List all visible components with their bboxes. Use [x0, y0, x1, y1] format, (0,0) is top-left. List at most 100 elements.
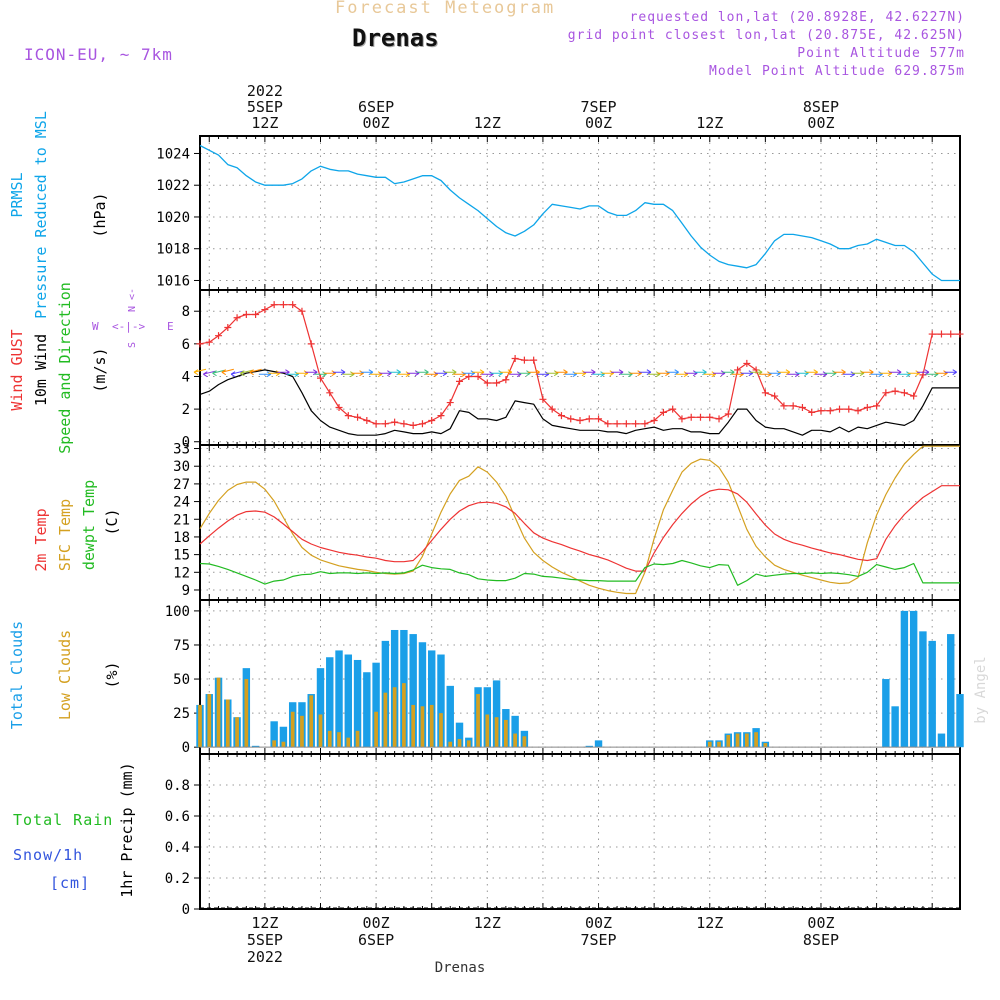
compass-n: N <- — [127, 288, 138, 312]
wind-direction-arrow — [694, 369, 707, 376]
gust-line — [199, 304, 960, 426]
low-cloud-bar — [485, 714, 490, 748]
gust-marker — [854, 407, 862, 415]
gust-marker — [363, 417, 371, 425]
y-tick-label: 0.6 — [165, 809, 190, 825]
wind-direction-arrow — [499, 369, 513, 376]
y-tick-label: 9 — [182, 583, 190, 599]
gust-marker — [650, 417, 658, 425]
y-tick-label: 6 — [182, 337, 190, 353]
panel-pressure: 1016 1018 1020 1022 1024 — [156, 135, 961, 291]
total-cloud-bar — [363, 672, 371, 748]
wind-direction-arrow — [230, 370, 244, 378]
snow-label: Snow/1h — [13, 846, 83, 864]
y-tick-label: 25 — [173, 706, 190, 722]
gust-marker — [882, 389, 890, 397]
y-tick-label: 27 — [173, 477, 190, 493]
low-cloud-bar — [448, 741, 453, 748]
gust-marker — [298, 307, 306, 315]
total-cloud-bar — [455, 722, 464, 748]
gust-marker — [242, 310, 250, 318]
low-cloud-bar — [198, 704, 202, 748]
wind10-label: 10m Wind — [32, 334, 50, 406]
time-label-bottom: 12Z — [251, 914, 278, 932]
y-tick-label: 50 — [173, 672, 190, 688]
low-cloud-bar — [346, 737, 351, 748]
sfc-temp-label: SFC Temp — [56, 499, 74, 571]
footer-station: Drenas — [435, 960, 486, 976]
requested-coords: requested lon,lat (20.8928E, 42.6227N) — [629, 10, 965, 25]
total-cloud-bar — [344, 654, 352, 748]
y-tick-label: 1020 — [156, 210, 190, 226]
total-cloud-bar — [409, 634, 417, 748]
wind-direction-arrow — [240, 369, 253, 377]
point-altitude: Point Altitude 577m — [797, 46, 965, 61]
gust-marker — [845, 405, 853, 413]
gust-marker — [724, 410, 732, 418]
time-label-bottom: 6SEP — [358, 931, 394, 949]
gust-marker — [808, 408, 816, 416]
y-tick-label: 1018 — [156, 242, 190, 258]
total-cloud-bar — [900, 610, 909, 748]
gust-marker — [798, 403, 806, 411]
compass-e: E — [167, 320, 174, 333]
time-label-top: 12Z — [474, 114, 501, 132]
gust-marker — [335, 403, 343, 411]
time-label-top: 12Z — [251, 114, 278, 132]
gust-marker — [715, 415, 723, 423]
gust-marker — [215, 332, 223, 340]
y-tick-label: 4 — [182, 369, 190, 385]
gust-marker — [381, 420, 389, 428]
wind-direction-arrow — [666, 369, 679, 376]
total-cloud-bar — [316, 668, 325, 748]
gust-marker — [391, 418, 399, 426]
gust-marker — [252, 310, 260, 318]
time-label-top: 6SEP — [358, 98, 394, 116]
gust-marker — [761, 389, 769, 397]
wind-direction-arrow — [944, 369, 957, 376]
y-tick-label: 1024 — [156, 146, 190, 162]
y-tick-label: 1016 — [156, 273, 190, 289]
y-tick-label: 24 — [173, 495, 190, 511]
pressure-line — [199, 144, 960, 282]
temp-unit: (C) — [103, 508, 121, 535]
total-cloud-bar — [251, 745, 260, 748]
wind-direction-arrow — [555, 369, 568, 376]
wind-direction-arrow — [472, 369, 485, 376]
low-cloud-bar — [754, 732, 758, 748]
y-tick-label: 1022 — [156, 178, 190, 194]
wind-direction-arrow — [805, 369, 818, 376]
low-cloud-bar — [327, 730, 332, 748]
gust-marker — [687, 413, 695, 421]
model-altitude: Model Point Altitude 629.875m — [709, 64, 965, 79]
total-cloud-bar — [594, 740, 603, 748]
gust-marker — [937, 330, 945, 338]
temp2m-label: 2m Temp — [32, 508, 50, 571]
gust-marker — [326, 389, 334, 397]
total-cloud-bar — [891, 706, 899, 748]
sfc-temp-line — [199, 445, 960, 595]
gust-marker — [817, 407, 825, 415]
time-label-top: 00Z — [585, 114, 612, 132]
low-cloud-bar — [466, 740, 471, 748]
wind-direction-arrow — [583, 369, 596, 376]
y-tick-label: 0 — [182, 740, 190, 756]
total-cloud-bar — [353, 659, 362, 748]
precip-unit: 1hr Precip (mm) — [118, 762, 136, 897]
low-cloud-bar — [272, 740, 276, 748]
gust-marker — [279, 301, 287, 309]
pressure-label-2: Pressure Reduced to MSL — [32, 111, 50, 319]
gust-marker — [910, 392, 918, 400]
gust-marker — [539, 395, 547, 403]
wind-direction-arrow — [833, 369, 846, 376]
model-label: ICON-EU, ~ 7km — [24, 45, 173, 64]
low-cloud-bar — [707, 741, 712, 748]
low-cloud-bar — [411, 704, 416, 748]
gust-marker — [576, 417, 584, 425]
wind-direction-arrow — [193, 368, 207, 376]
low-cloud-bar — [355, 730, 360, 748]
time-label-bottom: 12Z — [474, 914, 501, 932]
wind-direction-arrow — [444, 369, 457, 376]
gust-marker — [409, 421, 417, 429]
